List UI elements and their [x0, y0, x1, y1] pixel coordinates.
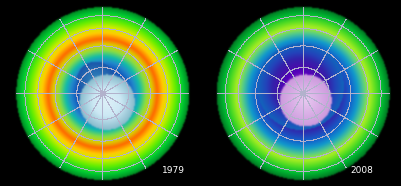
Text: 1979: 1979 — [162, 166, 184, 175]
Text: 2008: 2008 — [350, 166, 373, 175]
